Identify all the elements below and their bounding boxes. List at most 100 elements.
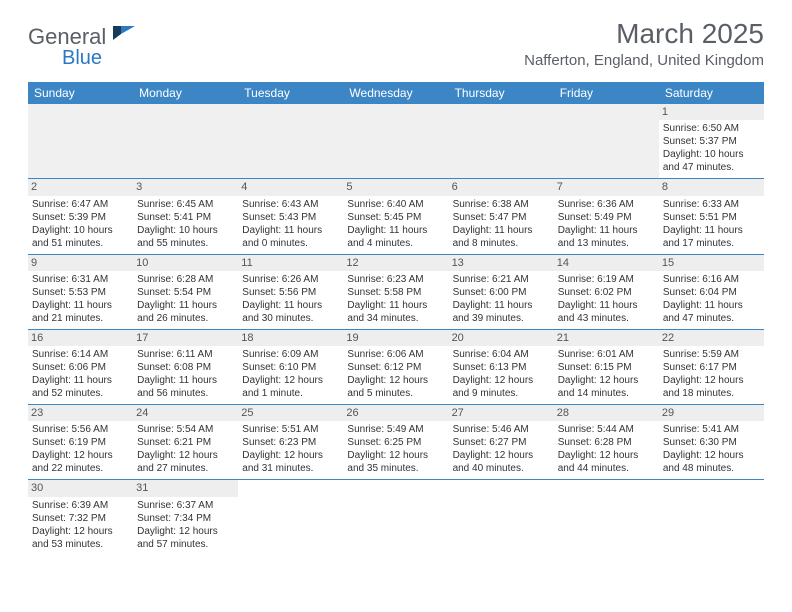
- sunrise-text: Sunrise: 6:21 AM: [453, 273, 550, 286]
- sunrise-text: Sunrise: 6:39 AM: [32, 499, 129, 512]
- sunset-text: Sunset: 6:30 PM: [663, 436, 760, 449]
- sunrise-text: Sunrise: 6:40 AM: [347, 198, 444, 211]
- sunrise-text: Sunrise: 6:45 AM: [137, 198, 234, 211]
- sunset-text: Sunset: 6:15 PM: [558, 361, 655, 374]
- calendar-cell: 1Sunrise: 6:50 AMSunset: 5:37 PMDaylight…: [659, 104, 764, 179]
- daylight-text: Daylight: 12 hours: [663, 449, 760, 462]
- calendar-cell: [554, 480, 659, 555]
- calendar-cell: [238, 104, 343, 179]
- sunrise-text: Sunrise: 5:56 AM: [32, 423, 129, 436]
- calendar-cell: 13 Sunrise: 6:21 AMSunset: 6:00 PMDayligh…: [449, 254, 554, 329]
- logo-text-blue: Blue: [62, 47, 139, 70]
- weekday-header-row: SundayMondayTuesdayWednesdayThursdayFrid…: [28, 82, 764, 104]
- sunset-text: Sunset: 6:27 PM: [453, 436, 550, 449]
- sunrise-text: Sunrise: 6:23 AM: [347, 273, 444, 286]
- calendar-cell: [449, 104, 554, 179]
- sunset-text: Sunset: 6:12 PM: [347, 361, 444, 374]
- calendar-cell: [133, 104, 238, 179]
- day-number: 23: [28, 405, 133, 421]
- calendar-cell: 27Sunrise: 5:46 AMSunset: 6:27 PMDayligh…: [449, 405, 554, 480]
- day-number: 13: [449, 255, 554, 271]
- calendar-row: 16Sunrise: 6:14 AMSunset: 6:06 PMDayligh…: [28, 329, 764, 404]
- calendar-cell: [28, 104, 133, 179]
- calendar-cell: [554, 104, 659, 179]
- sunset-text: Sunset: 6:04 PM: [663, 286, 760, 299]
- day-number: 17: [133, 330, 238, 346]
- logo: General Blue: [28, 24, 139, 70]
- sunset-text: Sunset: 6:28 PM: [558, 436, 655, 449]
- day-number: 16: [28, 330, 133, 346]
- daylight-text: and 31 minutes.: [242, 462, 339, 475]
- calendar-cell: 24Sunrise: 5:54 AMSunset: 6:21 PMDayligh…: [133, 405, 238, 480]
- calendar-cell: 2Sunrise: 6:47 AMSunset: 5:39 PMDaylight…: [28, 179, 133, 254]
- header: General Blue March 2025 Nafferton, Engla…: [28, 18, 764, 70]
- day-number: 9: [28, 255, 133, 271]
- calendar-cell: [659, 480, 764, 555]
- daylight-text: and 53 minutes.: [32, 538, 129, 551]
- calendar-cell: 16Sunrise: 6:14 AMSunset: 6:06 PMDayligh…: [28, 329, 133, 404]
- sunset-text: Sunset: 5:51 PM: [663, 211, 760, 224]
- sunset-text: Sunset: 5:41 PM: [137, 211, 234, 224]
- daylight-text: and 21 minutes.: [32, 312, 129, 325]
- sunrise-text: Sunrise: 6:09 AM: [242, 348, 339, 361]
- calendar-cell: 20Sunrise: 6:04 AMSunset: 6:13 PMDayligh…: [449, 329, 554, 404]
- daylight-text: Daylight: 12 hours: [663, 374, 760, 387]
- daylight-text: and 22 minutes.: [32, 462, 129, 475]
- daylight-text: Daylight: 11 hours: [453, 299, 550, 312]
- calendar-cell: 18Sunrise: 6:09 AMSunset: 6:10 PMDayligh…: [238, 329, 343, 404]
- calendar-cell: 4Sunrise: 6:43 AMSunset: 5:43 PMDaylight…: [238, 179, 343, 254]
- sunset-text: Sunset: 6:00 PM: [453, 286, 550, 299]
- day-number: 24: [133, 405, 238, 421]
- calendar-cell: 28Sunrise: 5:44 AMSunset: 6:28 PMDayligh…: [554, 405, 659, 480]
- sunset-text: Sunset: 5:45 PM: [347, 211, 444, 224]
- sunrise-text: Sunrise: 5:59 AM: [663, 348, 760, 361]
- day-number: 21: [554, 330, 659, 346]
- day-number: 19: [343, 330, 448, 346]
- day-number: 2: [28, 179, 133, 195]
- sunset-text: Sunset: 5:54 PM: [137, 286, 234, 299]
- sunrise-text: Sunrise: 5:51 AM: [242, 423, 339, 436]
- sunset-text: Sunset: 6:08 PM: [137, 361, 234, 374]
- daylight-text: and 39 minutes.: [453, 312, 550, 325]
- daylight-text: Daylight: 12 hours: [453, 374, 550, 387]
- calendar-cell: 30Sunrise: 6:39 AMSunset: 7:32 PMDayligh…: [28, 480, 133, 555]
- calendar-cell: 3Sunrise: 6:45 AMSunset: 5:41 PMDaylight…: [133, 179, 238, 254]
- calendar-cell: [238, 480, 343, 555]
- daylight-text: and 48 minutes.: [663, 462, 760, 475]
- sunset-text: Sunset: 6:25 PM: [347, 436, 444, 449]
- daylight-text: Daylight: 10 hours: [663, 148, 760, 161]
- sunrise-text: Sunrise: 5:54 AM: [137, 423, 234, 436]
- calendar-cell: 26Sunrise: 5:49 AMSunset: 6:25 PMDayligh…: [343, 405, 448, 480]
- sunset-text: Sunset: 6:19 PM: [32, 436, 129, 449]
- daylight-text: and 56 minutes.: [137, 387, 234, 400]
- daylight-text: and 17 minutes.: [663, 237, 760, 250]
- sunset-text: Sunset: 5:49 PM: [558, 211, 655, 224]
- daylight-text: and 1 minute.: [242, 387, 339, 400]
- month-title: March 2025: [524, 18, 764, 50]
- day-number: 12: [343, 255, 448, 271]
- daylight-text: Daylight: 11 hours: [558, 299, 655, 312]
- sunrise-text: Sunrise: 6:31 AM: [32, 273, 129, 286]
- day-number: 25: [238, 405, 343, 421]
- calendar-cell: [343, 104, 448, 179]
- daylight-text: and 47 minutes.: [663, 161, 760, 174]
- sunrise-text: Sunrise: 6:04 AM: [453, 348, 550, 361]
- day-number: 7: [554, 179, 659, 195]
- day-number: 5: [343, 179, 448, 195]
- sunset-text: Sunset: 6:23 PM: [242, 436, 339, 449]
- calendar-table: SundayMondayTuesdayWednesdayThursdayFrid…: [28, 82, 764, 555]
- sunrise-text: Sunrise: 6:37 AM: [137, 499, 234, 512]
- day-number: 11: [238, 255, 343, 271]
- day-number: 18: [238, 330, 343, 346]
- calendar-row: 23 Sunrise: 5:56 AMSunset: 6:19 PM Dayligh…: [28, 405, 764, 480]
- calendar-cell: 17Sunrise: 6:11 AMSunset: 6:08 PMDayligh…: [133, 329, 238, 404]
- daylight-text: Daylight: 12 hours: [242, 374, 339, 387]
- sunrise-text: Sunrise: 6:14 AM: [32, 348, 129, 361]
- day-number: 14: [554, 255, 659, 271]
- daylight-text: and 18 minutes.: [663, 387, 760, 400]
- day-number: 1: [659, 104, 764, 120]
- daylight-text: Daylight: 11 hours: [32, 299, 129, 312]
- calendar-cell: 23Sunrise: 5:56 AMSunset: 6:19 PMDayligh…: [28, 405, 133, 480]
- sunrise-text: Sunrise: 6:36 AM: [558, 198, 655, 211]
- weekday-header: Friday: [554, 82, 659, 104]
